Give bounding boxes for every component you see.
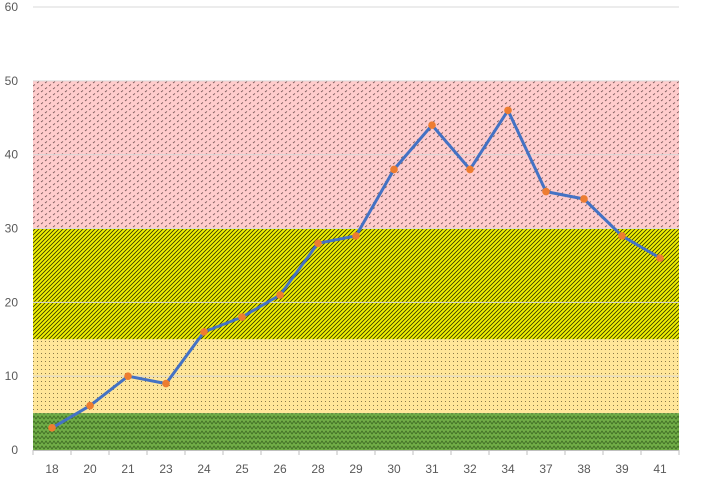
- x-tick-label: 39: [615, 462, 629, 476]
- data-point: [580, 195, 588, 203]
- band-0: [33, 413, 679, 450]
- x-tick-label: 18: [45, 462, 59, 476]
- data-point: [352, 232, 360, 240]
- x-tick-label: 20: [83, 462, 97, 476]
- data-point: [542, 187, 550, 196]
- x-tick-label: 29: [349, 462, 363, 476]
- y-tick-label: 30: [5, 222, 19, 236]
- y-axis-ticks: 0 10 20 30 40 50 60: [5, 0, 19, 457]
- x-axis: [32, 450, 680, 455]
- band-2: [33, 228, 679, 340]
- data-point: [656, 254, 664, 262]
- x-tick-label: 23: [159, 462, 173, 476]
- data-point: [124, 372, 132, 380]
- gridlines: [33, 6, 679, 377]
- data-point: [238, 313, 246, 321]
- data-point: [162, 379, 170, 388]
- x-tick-label: 26: [273, 462, 287, 476]
- x-tick-label: 37: [539, 462, 553, 476]
- x-tick-label: 28: [311, 462, 325, 476]
- x-tick-label: 24: [197, 462, 211, 476]
- data-point: [618, 232, 626, 240]
- data-point: [390, 165, 398, 174]
- data-point: [86, 401, 94, 410]
- y-tick-label: 0: [11, 443, 18, 457]
- x-tick-label: 31: [425, 462, 439, 476]
- threshold-bands: [33, 80, 679, 450]
- x-tick-label: 38: [577, 462, 591, 476]
- data-point: [200, 328, 208, 336]
- x-tick-label: 34: [501, 462, 515, 476]
- data-point: [428, 121, 436, 129]
- x-axis-ticks: 18 20 21 23 24 25 26 28 29 30 31 32 34 37 38 39 41: [45, 462, 667, 476]
- x-tick-label: 30: [387, 462, 401, 476]
- data-point: [504, 106, 512, 115]
- x-tick-label: 21: [121, 462, 135, 476]
- series-markers: [48, 106, 664, 432]
- x-tick-label: 32: [463, 462, 477, 476]
- y-tick-label: 20: [5, 295, 19, 309]
- data-point: [466, 165, 474, 174]
- x-tick-label: 25: [235, 462, 249, 476]
- data-point: [48, 424, 56, 432]
- data-point: [276, 291, 284, 299]
- data-point: [314, 239, 322, 248]
- y-tick-label: 60: [5, 0, 19, 14]
- y-tick-label: 40: [5, 148, 19, 162]
- x-tick-label: 41: [653, 462, 667, 476]
- y-tick-label: 10: [5, 369, 19, 383]
- y-tick-label: 50: [5, 74, 19, 88]
